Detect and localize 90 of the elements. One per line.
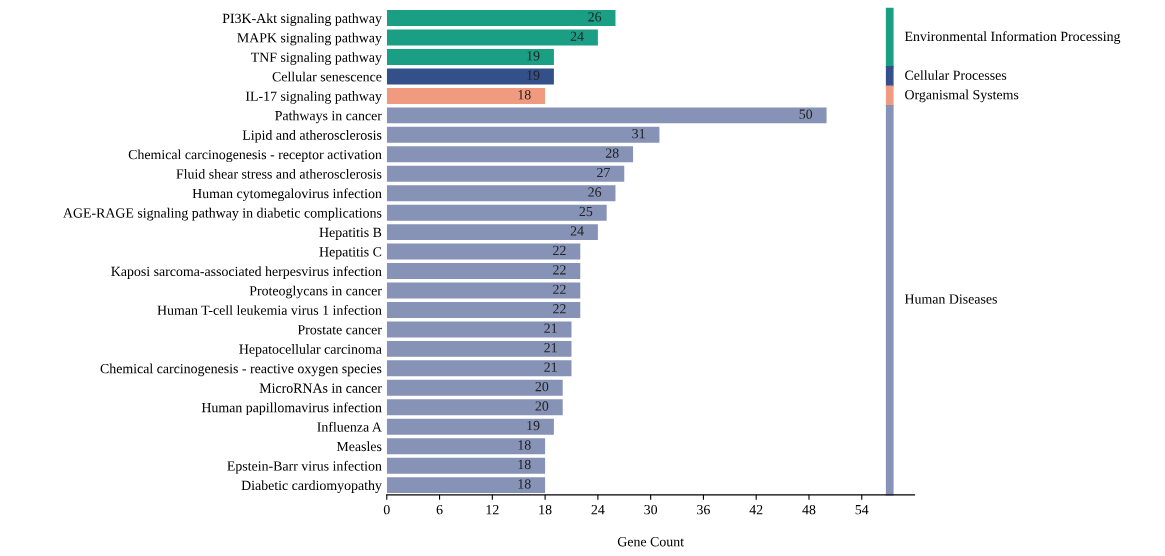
data-label: 22 (553, 284, 566, 294)
data-label: 22 (553, 245, 566, 255)
y-tick-label: IL-17 signaling pathway (245, 91, 382, 104)
bar (386, 457, 546, 474)
y-tick-label: Pathways in cancer (275, 110, 382, 124)
data-label: 24 (570, 226, 584, 236)
data-label: 31 (632, 128, 645, 139)
data-label: 21 (544, 323, 557, 333)
data-label: 27 (597, 167, 610, 178)
y-tick-label: Influenza A (317, 421, 382, 432)
legend-label: Organismal Systems (905, 89, 1019, 103)
y-tick-label: Kaposi sarcoma-associated herpesvirus infection (111, 266, 382, 279)
data-label: 19 (527, 420, 540, 431)
y-tick-label: Human papillomavirus infection (201, 402, 382, 416)
data-label: 22 (553, 304, 566, 314)
x-tick-label: 54 (855, 505, 869, 515)
data-label: 20 (535, 401, 549, 411)
data-label: 21 (544, 362, 557, 372)
bar (386, 360, 572, 377)
x-tick-label: 12 (486, 505, 499, 515)
data-label: 18 (518, 440, 531, 450)
bar (386, 399, 563, 416)
y-tick-label: Fluid shear stress and atherosclerosis (176, 168, 382, 179)
data-label: 19 (527, 51, 540, 61)
data-label: 25 (579, 206, 593, 217)
bar (386, 301, 581, 318)
bar (386, 204, 607, 221)
y-tick-label: Human T-cell leukemia virus 1 infection (157, 305, 382, 315)
data-label: 18 (518, 459, 531, 470)
data-label: 18 (518, 479, 531, 489)
bar (386, 68, 554, 85)
bar (386, 263, 581, 280)
bar (386, 29, 598, 46)
y-tick-label: MicroRNAs in cancer (259, 383, 382, 393)
bar (386, 418, 554, 435)
bar (386, 379, 563, 396)
y-tick-label: Cellular senescence (272, 71, 382, 82)
x-tick-label: 6 (436, 505, 443, 515)
bar (386, 146, 634, 163)
y-tick-label: Human cytomegalovirus infection (192, 188, 382, 202)
y-tick-label: MAPK signaling pathway (237, 32, 382, 46)
legend-label: Cellular Processes (905, 70, 1007, 80)
data-label: 26 (588, 12, 602, 22)
data-label: 21 (544, 343, 557, 353)
bar (386, 10, 616, 27)
data-label: 26 (588, 187, 602, 197)
x-tick-label: 36 (697, 505, 710, 515)
y-tick-label: Lipid and atherosclerosis (242, 130, 382, 143)
data-label: 28 (605, 148, 619, 158)
bar (386, 185, 616, 202)
y-tick-label: Prostate cancer (297, 325, 382, 335)
bar (386, 321, 572, 338)
y-tick-label: AGE-RAGE signaling pathway in diabetic complications (63, 207, 382, 221)
y-tick-label: TNF signaling pathway (251, 52, 382, 65)
bar (386, 340, 572, 357)
bar (386, 107, 827, 124)
x-tick-label: 18 (539, 504, 552, 515)
text: Human Diseases (904, 294, 997, 304)
x-axis-title: Gene Count (617, 537, 684, 547)
bar (386, 243, 581, 260)
y-tick-label: Diabetic cardiomyopathy (241, 480, 382, 493)
y-tick-label: Hepatocellular carcinoma (239, 344, 382, 357)
x-tick-label: 24 (591, 505, 605, 515)
data-label: 50 (799, 109, 813, 119)
bar (386, 126, 660, 143)
x-tick-label: 30 (644, 504, 658, 515)
bar (386, 282, 581, 299)
text: Environmental Information Processing (904, 31, 1121, 44)
x-tick-label: 48 (802, 504, 816, 515)
y-tick-label: Chemical carcinogenesis - receptor activation (128, 149, 382, 163)
bar (386, 477, 546, 494)
y-tick-label: Hepatitis B (319, 227, 382, 240)
y-tick-label: Measles (336, 441, 382, 452)
y-tick-label: Proteoglycans in cancer (249, 285, 382, 299)
bar (386, 49, 554, 65)
y-tick-label: Hepatitis C (319, 247, 382, 260)
x-tick-label: 42 (749, 505, 763, 515)
data-label: 22 (553, 265, 566, 275)
bar (386, 165, 625, 182)
x-tick-label: 0 (383, 504, 390, 515)
data-label: 19 (527, 70, 540, 80)
y-tick-label: PI3K-Akt signaling pathway (222, 13, 382, 26)
bar (386, 438, 546, 455)
y-tick-label: Chemical carcinogenesis - reactive oxygen species (100, 363, 382, 377)
data-label: 20 (535, 381, 549, 392)
data-label: 18 (518, 90, 531, 100)
data-label: 24 (570, 31, 584, 41)
y-tick-label: Epstein-Barr virus infection (227, 460, 382, 474)
bar (386, 224, 598, 241)
bar (386, 87, 546, 104)
